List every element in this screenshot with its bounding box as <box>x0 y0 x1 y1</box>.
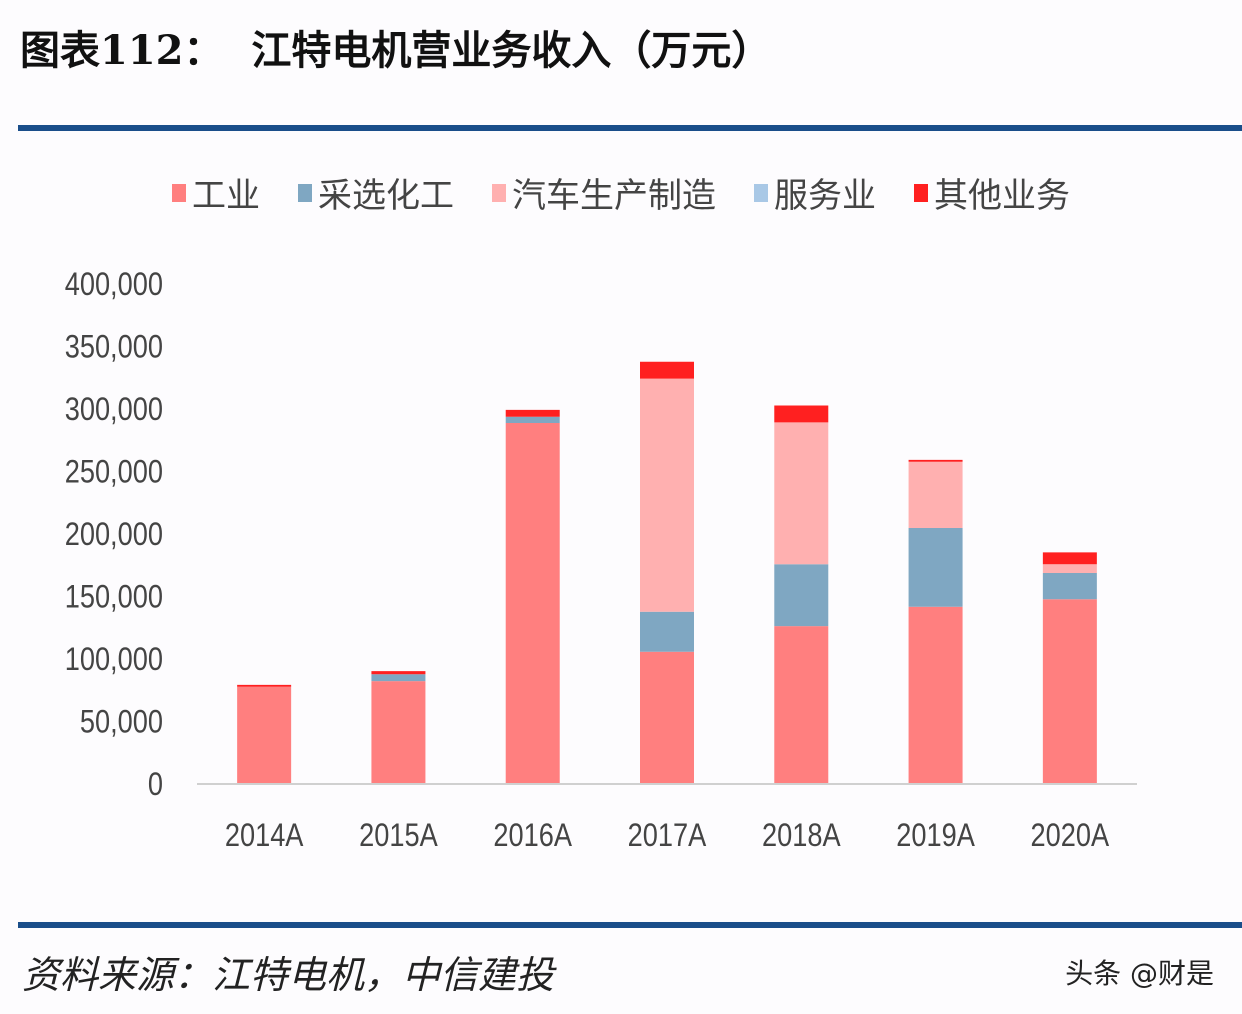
bar-segment <box>505 409 560 417</box>
bar-segment <box>774 564 829 627</box>
bar-segment <box>640 611 694 652</box>
bar-segment <box>640 378 694 612</box>
bar-segment <box>908 606 963 783</box>
legend-label: 其他业务 <box>934 176 1070 216</box>
legend-swatch <box>172 183 186 202</box>
bar-segment <box>908 528 963 607</box>
bar-segment <box>774 405 829 423</box>
bar-segment <box>774 422 829 565</box>
bar-segment <box>371 681 426 783</box>
y-tick-label: 300,000 <box>65 392 163 428</box>
legend-swatch <box>298 183 312 202</box>
bar-segment <box>371 674 426 682</box>
legend-item: 汽车生产制造 <box>492 168 716 217</box>
y-tick-label: 100,000 <box>65 642 163 678</box>
bar-segment <box>371 671 426 675</box>
legend-swatch <box>914 183 928 202</box>
stacked-bar-chart: 0 50,000 100,000 150,000 200,000 250,000 300,0… <box>65 267 1137 854</box>
figure-title: 图表112： 江特电机营业务收入（万元） <box>20 27 772 74</box>
x-tick-label: 2014A <box>225 818 304 854</box>
bar-segment <box>1042 552 1097 565</box>
legend-item: 采选化工 <box>298 168 454 217</box>
bar-segment <box>908 461 963 528</box>
y-tick-label: 150,000 <box>65 579 163 615</box>
x-tick-label: 2017A <box>628 818 707 854</box>
legend-swatch <box>754 183 768 202</box>
bar-segment <box>237 686 292 783</box>
bar-segment <box>1042 573 1097 600</box>
legend-label: 汽车生产制造 <box>512 176 716 216</box>
legend-item: 工业 <box>172 168 260 217</box>
y-tick-label: 0 <box>148 767 163 803</box>
bar-segment <box>505 416 560 423</box>
bar-segment <box>1042 564 1097 573</box>
y-tick-label: 250,000 <box>65 454 163 490</box>
chart-legend: 工业 采选化工 汽车生产制造 服务业 其他业务 <box>0 168 1242 217</box>
y-tick-label: 200,000 <box>65 517 163 553</box>
bar-segment <box>1042 599 1097 783</box>
x-tick-label: 2018A <box>762 818 841 854</box>
legend-label: 工业 <box>192 176 260 216</box>
legend-label: 服务业 <box>774 176 876 216</box>
bottom-rule <box>18 922 1242 928</box>
source-note: 资料来源：江特电机，中信建投 <box>22 953 555 997</box>
watermark: 头条 @财是 <box>1065 957 1214 990</box>
x-tick-label: 2020A <box>1031 818 1110 854</box>
bar-segment <box>774 626 829 783</box>
bar-segment <box>237 684 292 687</box>
bar-segment <box>640 651 694 783</box>
y-tick-label: 400,000 <box>65 267 163 303</box>
bar-segment <box>640 361 694 379</box>
legend-item: 其他业务 <box>914 168 1070 217</box>
legend-item: 服务业 <box>754 168 876 217</box>
top-rule <box>18 125 1242 131</box>
legend-label: 采选化工 <box>318 176 454 216</box>
y-tick-label: 50,000 <box>80 704 163 740</box>
x-tick-label: 2015A <box>359 818 438 854</box>
y-tick-label: 350,000 <box>65 329 163 365</box>
x-tick-label: 2019A <box>896 818 975 854</box>
bar-segment <box>505 423 560 783</box>
x-tick-label: 2016A <box>493 818 572 854</box>
legend-swatch <box>492 183 506 202</box>
bar-segment <box>908 459 963 462</box>
